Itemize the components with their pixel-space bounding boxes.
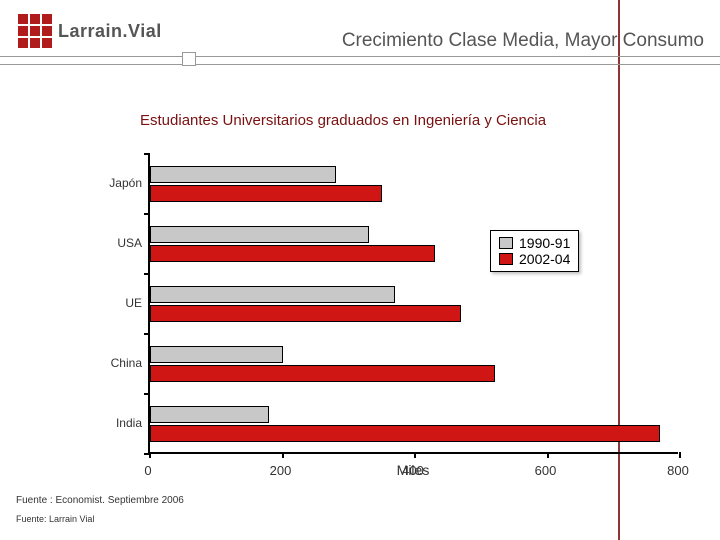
- plot-area: [148, 154, 678, 454]
- legend-item: 1990-91: [499, 235, 570, 251]
- bar-series-b: [150, 305, 461, 322]
- header: Larrain.Vial Crecimiento Clase Media, Ma…: [0, 0, 720, 64]
- x-tick-label: 600: [535, 463, 557, 478]
- source-primary: Fuente : Economist. Septiembre 2006: [16, 495, 184, 506]
- category-label: China: [92, 356, 142, 370]
- page-title: Crecimiento Clase Media, Mayor Consumo: [342, 30, 704, 52]
- bar-series-b: [150, 425, 660, 442]
- x-tick-label: 0: [144, 463, 151, 478]
- category-label: Japón: [92, 176, 142, 190]
- legend-swatch-b: [499, 253, 513, 265]
- legend-swatch-a: [499, 237, 513, 249]
- legend-label: 1990-91: [519, 235, 570, 251]
- category-label: UE: [92, 296, 142, 310]
- bar-series-a: [150, 286, 395, 303]
- bar-series-b: [150, 365, 495, 382]
- horizontal-rule: [0, 56, 720, 66]
- category-label: USA: [92, 236, 142, 250]
- source-secondary: Fuente: Larrain Vial: [16, 514, 94, 524]
- logo-grid-icon: [18, 14, 52, 48]
- chart-title: Estudiantes Universitarios graduados en …: [140, 112, 546, 129]
- bar-series-a: [150, 346, 283, 363]
- bar-chart: Miles JapónUSAUEChinaIndia0200400600800: [90, 154, 680, 454]
- x-tick-label: 800: [667, 463, 689, 478]
- bar-series-b: [150, 185, 382, 202]
- bar-series-a: [150, 226, 369, 243]
- logo-text: Larrain.Vial: [58, 21, 162, 42]
- legend-label: 2002-04: [519, 251, 570, 267]
- legend-item: 2002-04: [499, 251, 570, 267]
- bar-series-a: [150, 166, 336, 183]
- x-tick-label: 400: [402, 463, 424, 478]
- bar-series-b: [150, 245, 435, 262]
- bar-series-a: [150, 406, 269, 423]
- legend: 1990-91 2002-04: [490, 230, 579, 272]
- category-label: India: [92, 416, 142, 430]
- x-tick-label: 200: [270, 463, 292, 478]
- connector-square-icon: [182, 52, 196, 66]
- logo: Larrain.Vial: [18, 14, 162, 48]
